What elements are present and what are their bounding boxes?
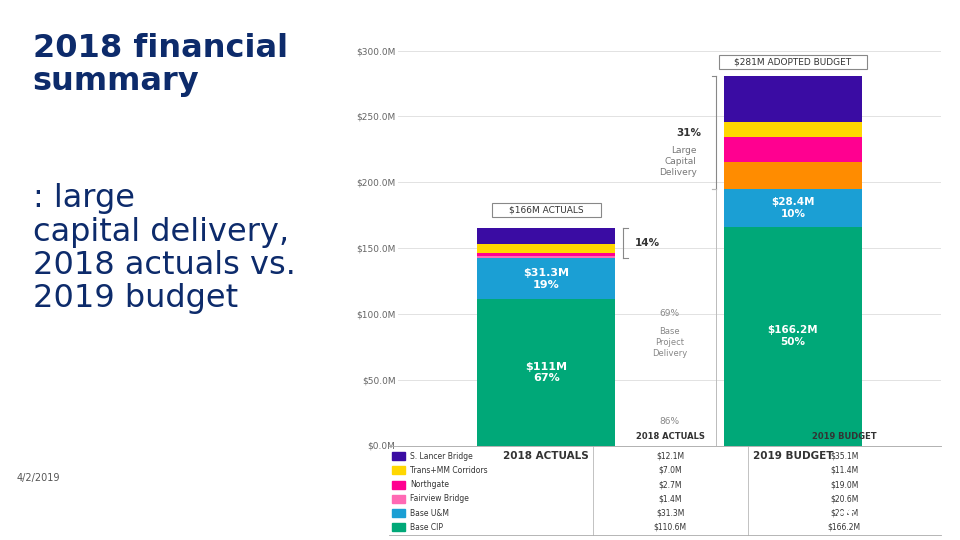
Bar: [724, 190, 862, 227]
Bar: [392, 481, 405, 489]
FancyBboxPatch shape: [492, 202, 601, 217]
Bar: [477, 228, 615, 244]
Bar: [724, 122, 862, 137]
Text: Base U&M: Base U&M: [410, 509, 448, 518]
Text: $166M ACTUALS: $166M ACTUALS: [509, 205, 584, 214]
Text: Large
Capital
Delivery: Large Capital Delivery: [659, 146, 697, 177]
Text: : large
capital delivery,
2018 actuals vs.
2019 budget: : large capital delivery, 2018 actuals v…: [33, 183, 296, 314]
Bar: [392, 495, 405, 503]
Text: 86%: 86%: [660, 417, 680, 426]
Text: $31.3M
19%: $31.3M 19%: [523, 268, 569, 289]
Bar: [477, 299, 615, 446]
Text: $19.0M: $19.0M: [830, 480, 858, 489]
Text: $166.2M
50%: $166.2M 50%: [768, 325, 818, 347]
Text: $11.4M: $11.4M: [830, 466, 858, 475]
Text: 31%: 31%: [677, 127, 702, 138]
Text: $111M
67%: $111M 67%: [525, 362, 567, 383]
Bar: [477, 258, 615, 299]
Text: Page 11: Page 11: [204, 508, 248, 518]
Text: Fairview Bridge: Fairview Bridge: [410, 495, 468, 503]
Text: $35.1M: $35.1M: [830, 451, 858, 461]
Text: $28.4M
10%: $28.4M 10%: [771, 197, 815, 219]
Bar: [392, 509, 405, 517]
Text: Seattle Department of
Transportation: Seattle Department of Transportation: [38, 503, 140, 523]
Text: $12.1M: $12.1M: [657, 451, 684, 461]
Bar: [392, 467, 405, 475]
Text: $7.0M: $7.0M: [659, 466, 683, 475]
Bar: [477, 256, 615, 258]
Text: $28.4M: $28.4M: [830, 509, 858, 518]
Text: $1.4M: $1.4M: [659, 495, 682, 503]
Text: $31.3M: $31.3M: [656, 509, 684, 518]
Text: 2018 ACTUALS: 2018 ACTUALS: [636, 432, 705, 441]
Text: $20.6M: $20.6M: [830, 495, 858, 503]
Text: Base CIP: Base CIP: [410, 523, 443, 532]
Text: Trans+MM Corridors: Trans+MM Corridors: [410, 466, 488, 475]
Bar: [724, 227, 862, 446]
Text: $110.6M: $110.6M: [654, 523, 687, 532]
Text: 69%: 69%: [660, 309, 680, 319]
Text: 4/2/2019: 4/2/2019: [17, 473, 60, 483]
Bar: [392, 452, 405, 460]
Bar: [724, 137, 862, 162]
Text: Northgate: Northgate: [410, 480, 448, 489]
Text: $166.2M: $166.2M: [828, 523, 861, 532]
Bar: [477, 244, 615, 253]
Text: Base
Project
Delivery: Base Project Delivery: [652, 327, 687, 359]
Text: 2019 BUDGET: 2019 BUDGET: [812, 432, 876, 441]
Bar: [392, 523, 405, 531]
Bar: [724, 76, 862, 122]
Text: S. Lancer Bridge: S. Lancer Bridge: [410, 451, 472, 461]
Text: 2018 financial
summary: 2018 financial summary: [33, 33, 288, 97]
Text: $281M ADOPTED BUDGET: $281M ADOPTED BUDGET: [734, 58, 852, 67]
FancyBboxPatch shape: [719, 55, 867, 70]
Bar: [724, 162, 862, 190]
Text: 14%: 14%: [636, 238, 660, 248]
Bar: [477, 253, 615, 256]
Text: $2.7M: $2.7M: [659, 480, 682, 489]
Text: City of Seattle: City of Seattle: [799, 508, 922, 523]
